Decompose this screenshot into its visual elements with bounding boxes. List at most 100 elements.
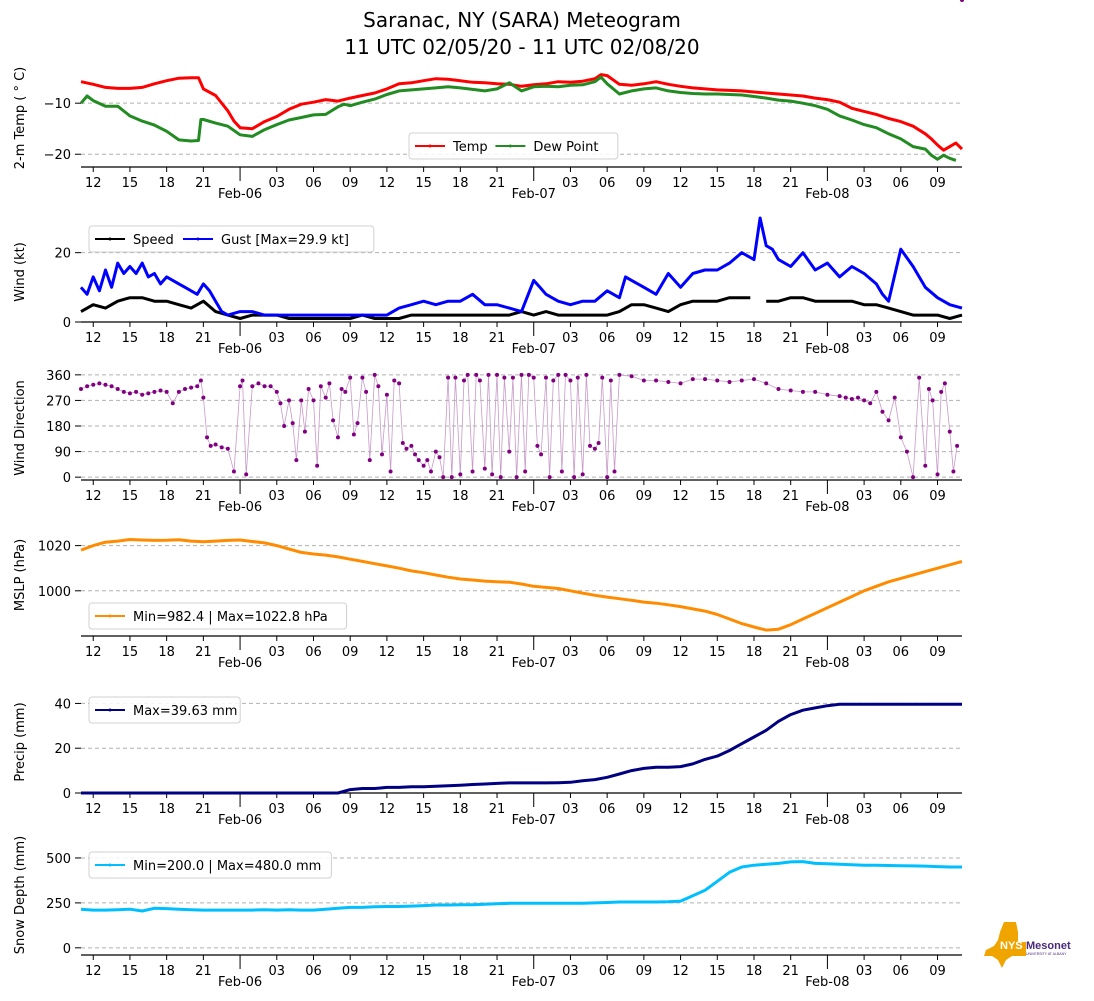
wind-direction-point — [526, 372, 531, 377]
y-tick-label: 0 — [63, 787, 71, 802]
wind-direction-point — [250, 384, 255, 389]
legend-precip: Max=39.63 mm — [88, 696, 241, 724]
wind-direction-point — [955, 443, 960, 448]
wind-direction-point — [348, 375, 353, 380]
x-tick-label: Feb-08 — [805, 187, 849, 202]
x-tick-label: 15 — [709, 964, 726, 979]
wind-direction-point — [213, 442, 218, 447]
panel-wind: 0 20 Wind (kt) 12 15 18 21 Feb-06 03 06 09 12 15 18 21… — [13, 216, 963, 357]
x-tick-label: 21 — [782, 964, 799, 979]
x-tick-label: 09 — [929, 964, 946, 979]
wind-direction-point — [584, 372, 589, 377]
y-axis-label: Snow Depth (mm) — [13, 836, 28, 954]
wind-direction-point — [551, 378, 556, 383]
x-tick-label: 06 — [893, 489, 910, 504]
x-tick-label: 15 — [122, 489, 139, 504]
wind-direction-point — [282, 424, 287, 428]
x-tick-label: 21 — [782, 176, 799, 191]
x-tick-label: 18 — [158, 802, 175, 817]
wind-direction-point — [121, 389, 126, 394]
x-tick-label: 06 — [305, 489, 322, 504]
legend-label: Min=982.4 | Max=1022.8 hPa — [133, 610, 328, 625]
wind-direction-point — [208, 443, 213, 448]
y-tick-label: 180 — [46, 420, 71, 435]
series-line-max-39-63-mm — [81, 702, 962, 795]
wind-direction-point — [490, 472, 495, 477]
legend-box — [88, 602, 348, 630]
wind-direction-point — [947, 429, 952, 434]
wind-direction-point — [115, 387, 120, 392]
wind-direction-point — [776, 387, 781, 392]
wind-direction-point — [547, 475, 552, 480]
x-tick-label: 15 — [122, 331, 139, 346]
x-tick-label: 03 — [562, 331, 579, 346]
wind-direction-point — [727, 379, 732, 384]
legend-wind: Speed Gust [Max=29.9 kt] — [88, 225, 375, 253]
x-tick-label: 03 — [856, 331, 873, 346]
x-tick-label: 21 — [195, 176, 212, 191]
series-line-min-982-4-max-1022-8-hpa — [80, 538, 963, 632]
x-tick-label: 06 — [599, 489, 616, 504]
wind-direction-point — [198, 378, 203, 383]
y-axis-label: MSLP (hPa) — [13, 539, 28, 611]
x-tick-label: 12 — [85, 802, 102, 817]
chart-title: Saranac, NY (SARA) Meteogram — [363, 8, 681, 32]
wind-direction-point — [930, 398, 935, 403]
x-tick-label: 18 — [452, 645, 469, 660]
x-tick-label: 21 — [489, 489, 506, 504]
x-tick-label: 06 — [305, 331, 322, 346]
x-tick-label: 09 — [342, 331, 359, 346]
x-tick-label: 03 — [856, 176, 873, 191]
x-tick-label: 12 — [672, 645, 689, 660]
x-tick-label: Feb-06 — [218, 500, 262, 515]
x-tick-label: 21 — [489, 645, 506, 660]
wind-direction-point — [97, 381, 102, 386]
wind-direction-point — [176, 389, 181, 394]
x-tick-label: 12 — [85, 331, 102, 346]
x-tick-label: Feb-06 — [218, 656, 262, 671]
x-tick-label: 18 — [746, 331, 763, 346]
wind-direction-point — [939, 389, 944, 394]
wind-direction-point — [523, 469, 528, 474]
x-tick-label: 18 — [452, 489, 469, 504]
wind-direction-point — [458, 472, 463, 477]
wind-direction-point — [654, 378, 659, 383]
x-tick-label: 06 — [305, 802, 322, 817]
x-tick-label: 21 — [195, 331, 212, 346]
x-tick-label: 18 — [746, 176, 763, 191]
legend-box — [88, 851, 332, 879]
x-tick-label: 18 — [452, 176, 469, 191]
wind-direction-point — [935, 472, 940, 477]
wind-direction-point — [572, 475, 577, 480]
x-tick-label: Feb-08 — [805, 975, 849, 990]
legend-marker — [196, 237, 200, 241]
x-tick-label: 15 — [122, 802, 139, 817]
legend-label: Speed — [133, 233, 174, 248]
wind-direction-point — [715, 378, 720, 383]
x-tick-label: 15 — [709, 176, 726, 191]
x-tick-label: 06 — [599, 176, 616, 191]
wind-direction-point — [563, 372, 568, 377]
x-tick-label: Feb-08 — [805, 342, 849, 357]
x-tick-label: 06 — [893, 645, 910, 660]
wind-direction-point — [837, 394, 842, 399]
wind-direction-point — [437, 455, 442, 460]
wind-direction-point — [219, 445, 224, 450]
wind-direction-point — [531, 375, 536, 380]
wind-direction-point — [519, 372, 524, 377]
legend-mslp: Min=982.4 | Max=1022.8 hPa — [88, 602, 348, 630]
x-tick-label: 12 — [379, 964, 396, 979]
wind-direction-point — [425, 458, 430, 463]
y-tick-label: 40 — [54, 697, 71, 712]
new-york-state-icon: NYS Mesonet UNIVERSITY AT ALBANY — [984, 922, 1071, 968]
wind-direction-point — [923, 463, 928, 468]
wind-direction-point — [911, 475, 916, 480]
legend-temp: Temp Dew Point — [408, 132, 619, 160]
wind-direction-point — [302, 429, 307, 434]
wind-direction-point — [498, 475, 503, 480]
wind-direction-point — [335, 435, 340, 440]
wind-direction-point — [449, 475, 454, 480]
wind-direction-point — [556, 372, 561, 377]
legend-box — [88, 696, 241, 724]
wind-direction-point — [880, 409, 885, 414]
